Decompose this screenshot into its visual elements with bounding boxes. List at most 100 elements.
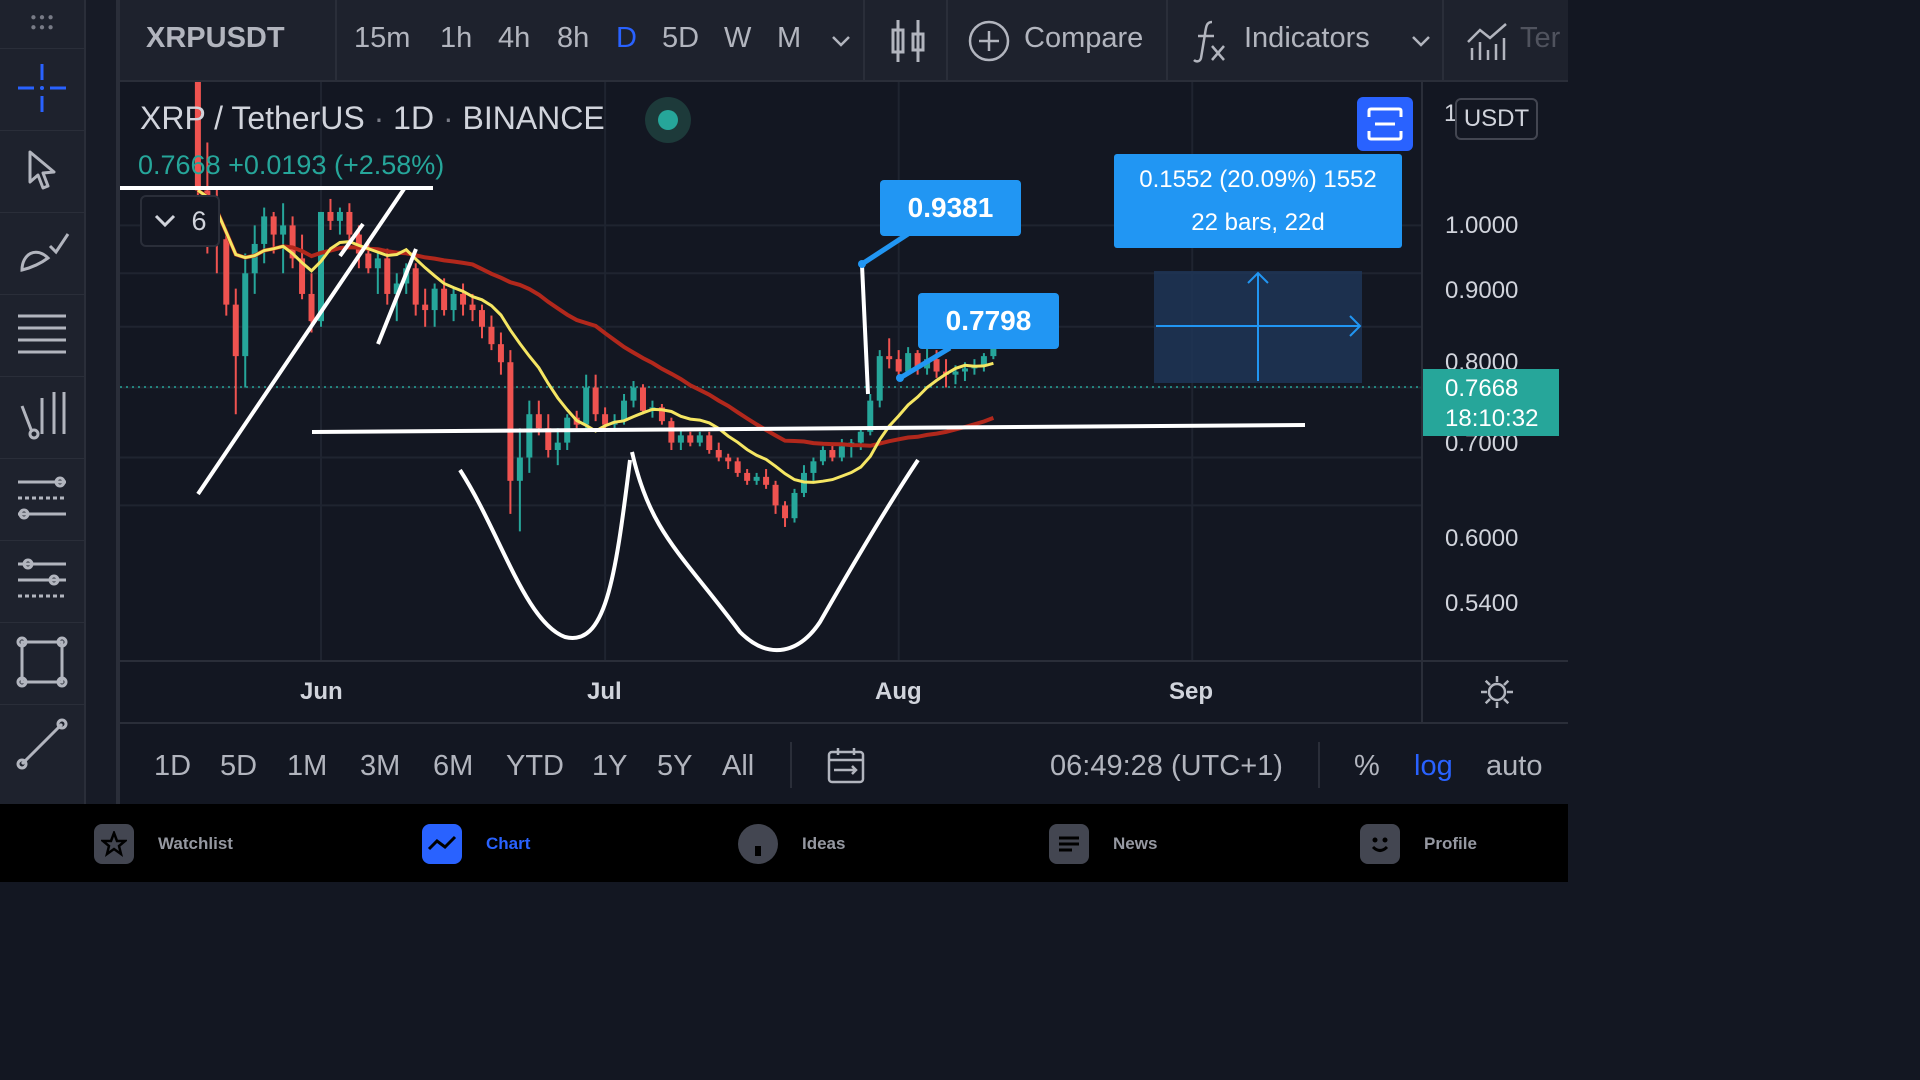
range-5d[interactable]: 5D <box>220 750 258 782</box>
compare-button[interactable]: Compare <box>1024 22 1144 54</box>
candle <box>478 304 485 339</box>
price-callout-high[interactable]: 0.9381 <box>880 180 1021 236</box>
rectangle-icon <box>16 636 68 687</box>
price-axis-label: 1.0000 <box>1445 212 1519 239</box>
candle <box>450 288 457 322</box>
candle <box>914 350 921 375</box>
candles-icon[interactable] <box>888 18 928 64</box>
brush-tool[interactable] <box>0 212 84 290</box>
compare-plus-icon[interactable] <box>968 20 1010 62</box>
candle-body <box>961 368 968 372</box>
measure-tooltip: 0.1552 (20.09%) 1552 22 bars, 22d <box>1114 154 1402 248</box>
candle <box>763 469 770 489</box>
nav-watchlist[interactable]: Watchlist <box>94 824 233 864</box>
range-all[interactable]: All <box>722 750 755 782</box>
patterns-tool[interactable] <box>0 540 84 618</box>
candle <box>223 229 230 316</box>
candle <box>318 211 324 327</box>
interval-d[interactable]: D <box>616 22 637 54</box>
toolbar-handle[interactable] <box>0 0 84 46</box>
candle-body <box>554 442 561 451</box>
candle-body <box>545 428 552 451</box>
templates-button[interactable]: Ter <box>1520 22 1561 54</box>
pitchfork-tool[interactable] <box>0 376 84 454</box>
candle-body <box>365 253 372 269</box>
nav-chart[interactable]: Chart <box>422 824 530 864</box>
percent-scale-toggle[interactable]: % <box>1354 750 1380 782</box>
callout-pointer-high <box>860 231 910 267</box>
nav-label: Profile <box>1424 834 1477 853</box>
time-axis-label: Sep <box>1169 678 1214 705</box>
interval-5d[interactable]: 5D <box>662 22 700 54</box>
nav-label: Ideas <box>802 834 846 853</box>
candle-body <box>583 387 590 425</box>
clock-timezone[interactable]: 06:49:28 (UTC+1) <box>1050 750 1283 782</box>
legend-symbol[interactable]: XRP / TetherUS · 1D · BINANCE <box>140 100 605 137</box>
interval-4h[interactable]: 4h <box>498 22 531 54</box>
toolbar-divider <box>86 0 120 804</box>
gear-icon[interactable] <box>1478 673 1516 711</box>
candle-body <box>422 304 429 311</box>
go-to-date-icon[interactable] <box>826 746 866 786</box>
star-icon <box>94 824 134 864</box>
last-price-tag: 0.7668 18:10:32 <box>1423 369 1559 436</box>
range-1y[interactable]: 1Y <box>592 750 628 782</box>
time-axis-label: Jul <box>587 678 622 705</box>
shapes-tool[interactable] <box>0 622 84 700</box>
nav-ideas[interactable]: Ideas <box>738 824 845 864</box>
legend-change-pct: (+2.58%) <box>333 150 445 180</box>
interval-1h[interactable]: 1h <box>440 22 473 54</box>
range-1m[interactable]: 1M <box>287 750 328 782</box>
candle <box>261 207 268 264</box>
candle <box>431 283 438 327</box>
candle-body <box>630 387 637 401</box>
candle <box>545 414 552 458</box>
crosshair-tool[interactable] <box>0 48 84 126</box>
interval-15m[interactable]: 15m <box>354 22 411 54</box>
time-axis-label: Aug <box>875 678 922 705</box>
log-scale-toggle[interactable]: log <box>1414 750 1453 782</box>
interval-m[interactable]: M <box>777 22 802 54</box>
fullscreen-button[interactable] <box>1357 97 1413 151</box>
legend-values: 0.7668 +0.0193 (+2.58%) <box>138 150 444 181</box>
candle-body <box>223 239 230 305</box>
trendline-tool[interactable] <box>0 704 84 782</box>
cursor-tool[interactable] <box>0 130 84 208</box>
nav-profile[interactable]: Profile <box>1360 824 1477 864</box>
chevron-down-icon[interactable] <box>1410 30 1432 52</box>
callout-anchor-high <box>858 260 866 268</box>
auto-scale-toggle[interactable]: auto <box>1486 750 1543 782</box>
price-callout-low[interactable]: 0.7798 <box>918 293 1059 349</box>
candle <box>744 469 751 485</box>
range-5y[interactable]: 5Y <box>657 750 693 782</box>
range-ytd[interactable]: YTD <box>506 750 564 782</box>
right-bottom-curve <box>630 451 920 652</box>
price-axis-label: 0.5400 <box>1445 590 1519 617</box>
candle-body <box>526 414 533 458</box>
gann-fib-tool[interactable] <box>0 458 84 536</box>
indicators-button[interactable]: Indicators <box>1244 22 1370 54</box>
interval-w[interactable]: W <box>724 22 752 54</box>
interval-8h[interactable]: 8h <box>557 22 590 54</box>
chevron-down-icon[interactable] <box>830 30 852 52</box>
candle-body <box>308 293 315 322</box>
currency-button[interactable]: USDT <box>1455 98 1538 140</box>
candle <box>677 428 684 451</box>
candle-body <box>990 346 997 357</box>
nav-news[interactable]: News <box>1049 824 1157 864</box>
candle-body <box>535 414 542 429</box>
lines-tool[interactable] <box>0 294 84 372</box>
candle-body <box>725 457 732 462</box>
range-1d[interactable]: 1D <box>154 750 192 782</box>
candle-body <box>791 492 798 519</box>
symbol-search[interactable]: XRPUSDT <box>146 22 285 54</box>
candle-body <box>857 431 864 443</box>
indicator-count: 6 <box>191 205 207 236</box>
range-bar: 1D 5D 1M 3M 6M YTD 1Y 5Y All 06:49:28 (U… <box>120 722 1568 804</box>
range-3m[interactable]: 3M <box>360 750 401 782</box>
neckline <box>311 423 1306 434</box>
measure-change: 0.1552 (20.09%) 1552 <box>1139 166 1377 193</box>
range-6m[interactable]: 6M <box>433 750 474 782</box>
candle <box>905 347 912 375</box>
indicators-collapse-button[interactable]: 6 <box>140 195 220 247</box>
